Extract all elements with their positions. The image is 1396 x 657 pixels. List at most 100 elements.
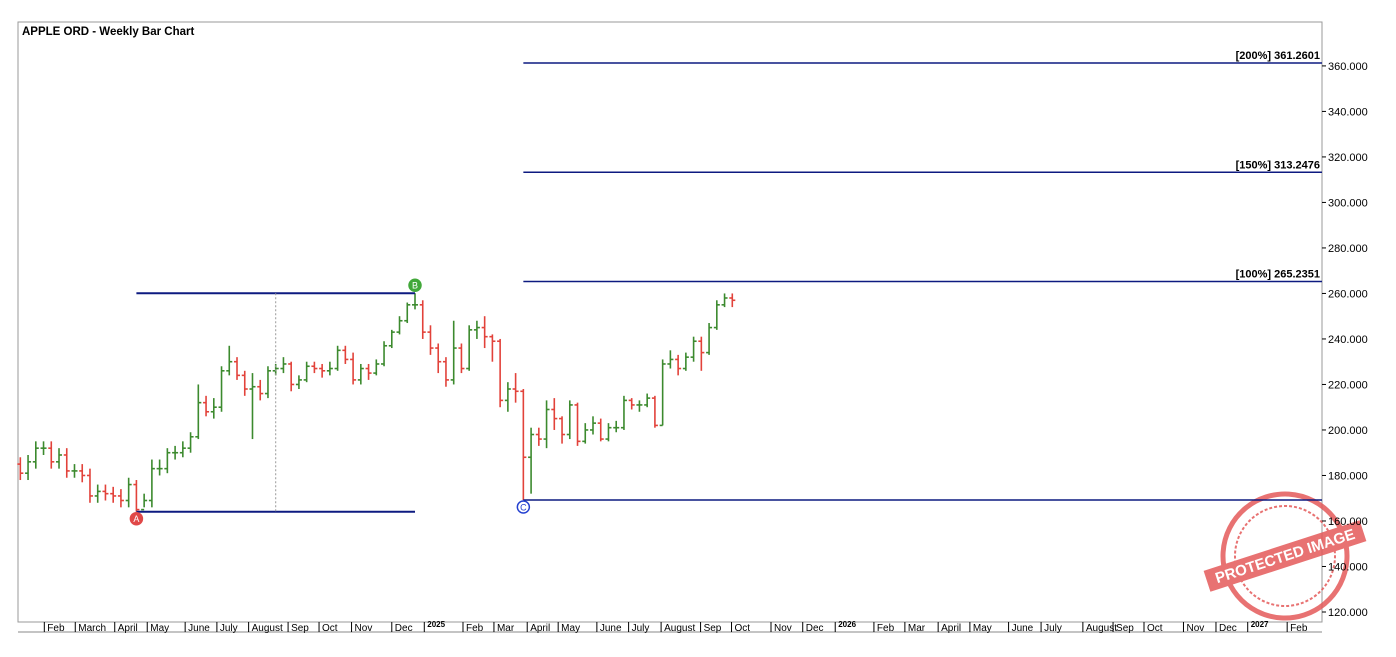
ohlc-bar	[350, 352, 357, 385]
ohlc-bar	[110, 486, 117, 503]
ohlc-bar	[466, 325, 473, 371]
x-tick-label: Dec	[1219, 623, 1237, 634]
x-tick-label: June	[1012, 623, 1034, 634]
ohlc-bar	[63, 448, 70, 478]
ohlc-bar	[288, 361, 295, 392]
ohlc-bar	[32, 441, 39, 469]
ohlc-bar	[729, 293, 736, 308]
ohlc-bar	[388, 329, 395, 349]
y-tick-label: 180.000	[1328, 470, 1368, 482]
ohlc-bar	[164, 448, 171, 474]
ohlc-bar	[659, 359, 666, 427]
y-tick-label: 360.000	[1328, 61, 1368, 73]
ohlc-bar	[172, 445, 179, 460]
x-tick-label: June	[600, 623, 622, 634]
x-tick-label: Oct	[1147, 623, 1163, 634]
ohlc-bar	[102, 484, 109, 501]
y-tick-label: 160.000	[1328, 516, 1368, 528]
swing-marker	[129, 511, 144, 526]
ohlc-bar	[636, 400, 643, 412]
ohlc-bar	[713, 300, 720, 330]
ohlc-bar	[504, 382, 511, 412]
ohlc-bar	[551, 398, 558, 430]
ohlc-bar	[187, 432, 194, 453]
x-tick-label: April	[118, 623, 138, 634]
swing-marker-label: A	[133, 514, 139, 524]
y-tick-label: 340.000	[1328, 106, 1368, 118]
ohlc-bar	[25, 454, 32, 481]
projection-label: [150%] 313.2476	[1236, 159, 1320, 171]
ohlc-bar	[94, 484, 101, 503]
y-tick-label: 220.000	[1328, 379, 1368, 391]
ohlc-bar	[133, 480, 140, 512]
ohlc-bar	[381, 341, 388, 367]
swing-marker	[516, 500, 531, 514]
ohlc-bar	[535, 427, 542, 446]
ohlc-bar	[690, 336, 697, 362]
x-tick-label: June	[188, 623, 210, 634]
ohlc-bar	[574, 402, 581, 446]
ohlc-bar	[512, 373, 519, 403]
x-tick-label: August	[1086, 623, 1117, 634]
y-tick-label: 280.000	[1328, 243, 1368, 255]
ohlc-bar	[303, 361, 310, 383]
ohlc-bar	[481, 316, 488, 349]
x-tick-label: Dec	[395, 623, 413, 634]
x-tick-label: April	[941, 623, 961, 634]
ohlc-bar	[86, 468, 93, 503]
ohlc-bar	[597, 418, 604, 442]
ohlc-bar	[682, 352, 689, 371]
ohlc-bar	[334, 345, 341, 371]
ohlc-bar	[295, 375, 302, 390]
ohlc-bar	[543, 400, 550, 449]
x-tick-label: Dec	[806, 623, 824, 634]
ohlc-bar	[48, 441, 55, 469]
ohlc-bar	[249, 373, 256, 440]
projection-label: [200%] 361.2601	[1236, 50, 1320, 62]
plot-frame	[17, 21, 1323, 623]
x-tick-label: May	[973, 623, 992, 634]
ohlc-bar	[365, 363, 372, 380]
ohlc-bar	[528, 427, 535, 494]
x-tick-label: July	[1044, 623, 1062, 634]
ohlc-bar	[458, 343, 465, 374]
ohlc-bar	[357, 363, 364, 385]
x-tick-label: 2025	[427, 620, 445, 629]
ohlc-bar	[651, 395, 658, 428]
ohlc-bar	[373, 359, 380, 376]
y-tick-label: 140.000	[1328, 561, 1368, 573]
ohlc-bar	[226, 345, 233, 376]
ohlc-bar	[56, 448, 63, 469]
ohlc-bar	[179, 441, 186, 458]
ohlc-bar	[706, 323, 713, 355]
swing-marker-label: B	[412, 281, 418, 291]
ohlc-bar	[141, 493, 148, 511]
ohlc-bar	[40, 441, 47, 455]
ohlc-bar	[210, 398, 217, 419]
ohlc-bar	[489, 334, 496, 362]
x-tick-label: Sep	[704, 623, 722, 634]
ohlc-bar	[497, 338, 504, 408]
stamp-band	[1203, 520, 1367, 592]
ohlc-bar	[582, 423, 589, 444]
x-tick-label: Feb	[47, 623, 65, 634]
ohlc-bar	[644, 393, 651, 408]
ohlc-bar	[203, 395, 210, 417]
ohlc-bar	[404, 302, 411, 324]
y-tick-label: 200.000	[1328, 425, 1368, 437]
x-tick-label: Oct	[735, 623, 751, 634]
x-tick-label: Feb	[466, 623, 484, 634]
ohlc-bar	[319, 363, 326, 378]
ohlc-bar	[264, 366, 271, 399]
swing-marker-label: C	[520, 503, 527, 513]
x-tick-label: May	[150, 623, 169, 634]
x-tick-label: May	[561, 623, 580, 634]
x-tick-label: Oct	[322, 623, 338, 634]
ohlc-bar	[605, 423, 612, 442]
ohlc-bar	[520, 389, 527, 501]
ohlc-bar	[17, 457, 24, 481]
ohlc-bar	[721, 293, 728, 308]
x-tick-label: Feb	[877, 623, 895, 634]
ohlc-bar	[435, 343, 442, 374]
